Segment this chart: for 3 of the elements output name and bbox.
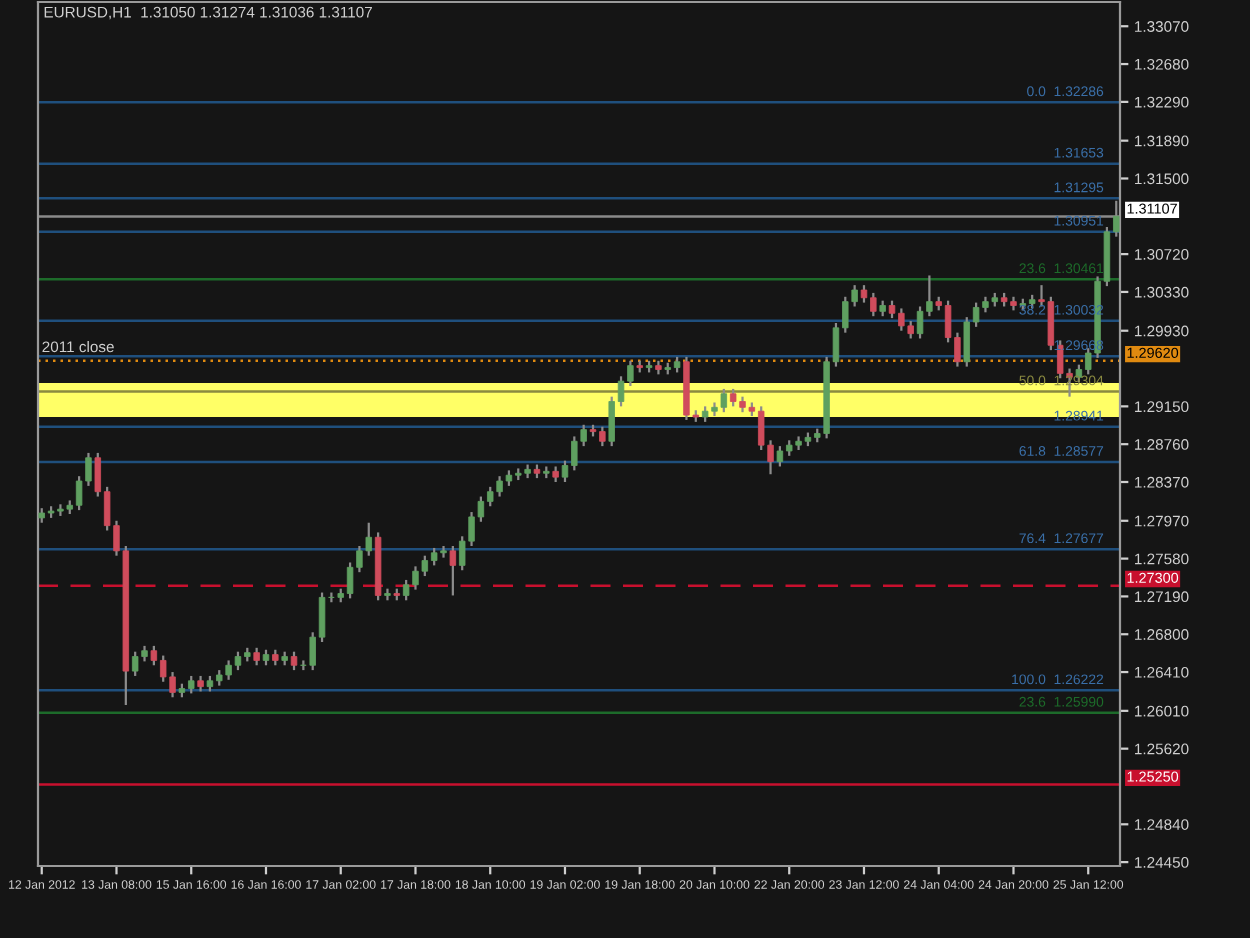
candlestick — [290, 650, 298, 672]
candlestick — [384, 587, 391, 602]
candlestick — [449, 544, 457, 597]
